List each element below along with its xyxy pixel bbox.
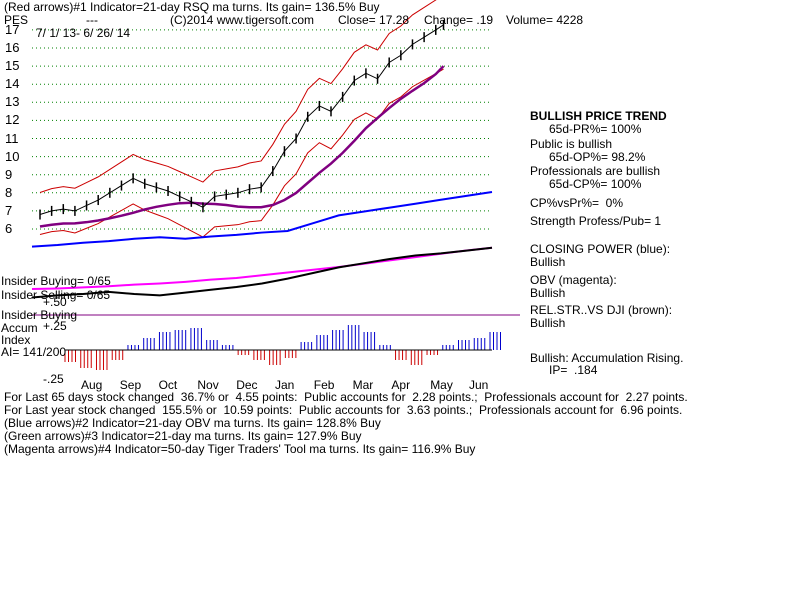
pros-state: Professionals are bullish [530, 164, 661, 178]
price-line [39, 24, 444, 215]
relstr-line [31, 246, 493, 299]
relstr-state: Bullish [530, 316, 566, 330]
footer-magenta-arrows: (Magenta arrows)#4 Indicator=50-day Tige… [4, 442, 476, 456]
x-tick-label: Jun [469, 378, 489, 392]
obv-state: Bullish [530, 286, 566, 300]
upper-band [39, 0, 437, 193]
closing-power-title: CLOSING POWER (blue): [530, 242, 671, 256]
footer-green-arrows: (Green arrows)#3 Indicator=21-day ma tur… [4, 429, 362, 443]
y-tick-label: 16 [5, 40, 20, 55]
y-tick-label: 15 [5, 58, 20, 74]
accum-state: Bullish: Accumulation Rising. [530, 351, 684, 365]
closing-power-state: Bullish [530, 255, 566, 269]
header-change: Change= .19 [424, 13, 494, 27]
pr-value: 65d-PR%= 100% [549, 122, 642, 136]
lower-band [39, 68, 444, 238]
x-tick-label: Apr [391, 378, 411, 392]
x-tick-label: Mar [352, 378, 374, 392]
x-tick-label: Aug [81, 378, 103, 392]
obv-title: OBV (magenta): [530, 273, 617, 287]
header-copyright: (C)2014 www.tigersoft.com [170, 13, 315, 27]
cpvspr-value: CP%vsPr%= 0% [530, 196, 624, 210]
y-tick-label: 6 [5, 221, 13, 236]
header-indicator-1: (Red arrows)#1 Indicator=21-day RSQ ma t… [4, 0, 380, 14]
insider-buying-label-2: Insider Buying [1, 308, 78, 322]
ip-value: IP= .184 [549, 363, 598, 377]
header-close: Close= 17.28 [338, 13, 410, 27]
index-label: Index [1, 333, 31, 347]
insider-selling-label: Insider Selling= 0/65 [1, 288, 111, 302]
closing-power-line [31, 191, 493, 248]
obv-line [31, 246, 493, 290]
strength-value: Strength Profess/Pub= 1 [530, 214, 662, 228]
header-date-range: 7/ 1/ 13- 6/ 26/ 14 [36, 26, 131, 40]
header-volume: Volume= 4228 [506, 13, 584, 27]
y-tick-label: 9 [5, 166, 13, 182]
public-state: Public is bullish [530, 137, 613, 151]
footer-last-year: For Last year stock changed 155.5% or 10… [4, 403, 683, 417]
ai-label: AI= 141/200 [1, 345, 67, 359]
moving-average [39, 65, 445, 228]
accum-tick-plus25: +.25 [43, 319, 67, 333]
header-symbol: PES [4, 13, 29, 27]
y-tick-label: 10 [5, 148, 20, 164]
y-tick-label: 7 [5, 202, 13, 218]
x-tick-label: May [430, 378, 453, 392]
accum-tick-minus25: -.25 [43, 372, 64, 386]
y-tick-label: 11 [5, 130, 19, 146]
x-tick-label: Sep [119, 378, 142, 392]
cp-value: 65d-CP%= 100% [549, 177, 642, 191]
footer-65-days: For Last 65 days stock changed 36.7% or … [4, 390, 688, 404]
header-dashes: --- [86, 13, 98, 27]
x-tick-label: Dec [236, 378, 258, 392]
x-tick-label: Jan [275, 378, 295, 392]
y-tick-label: 17 [5, 21, 20, 37]
op-value: 65d-OP%= 98.2% [549, 150, 646, 164]
accum-label: Accum [1, 321, 38, 335]
y-tick-label: 12 [5, 112, 20, 128]
y-tick-label: 13 [5, 94, 20, 110]
footer-blue-arrows: (Blue arrows)#2 Indicator=21-day OBV ma … [4, 416, 381, 430]
insider-buying-label: Insider Buying= 0/65 [1, 274, 111, 288]
y-tick-label: 8 [5, 184, 13, 200]
x-tick-label: Oct [158, 378, 178, 392]
relstr-title: REL.STR..VS DJI (brown): [530, 303, 673, 317]
y-tick-label: 14 [5, 76, 20, 92]
trend-title: BULLISH PRICE TREND [530, 109, 667, 123]
x-tick-label: Nov [197, 378, 219, 392]
accum-tick-plus50: +.50 [43, 295, 67, 309]
x-tick-label: Feb [313, 378, 335, 392]
